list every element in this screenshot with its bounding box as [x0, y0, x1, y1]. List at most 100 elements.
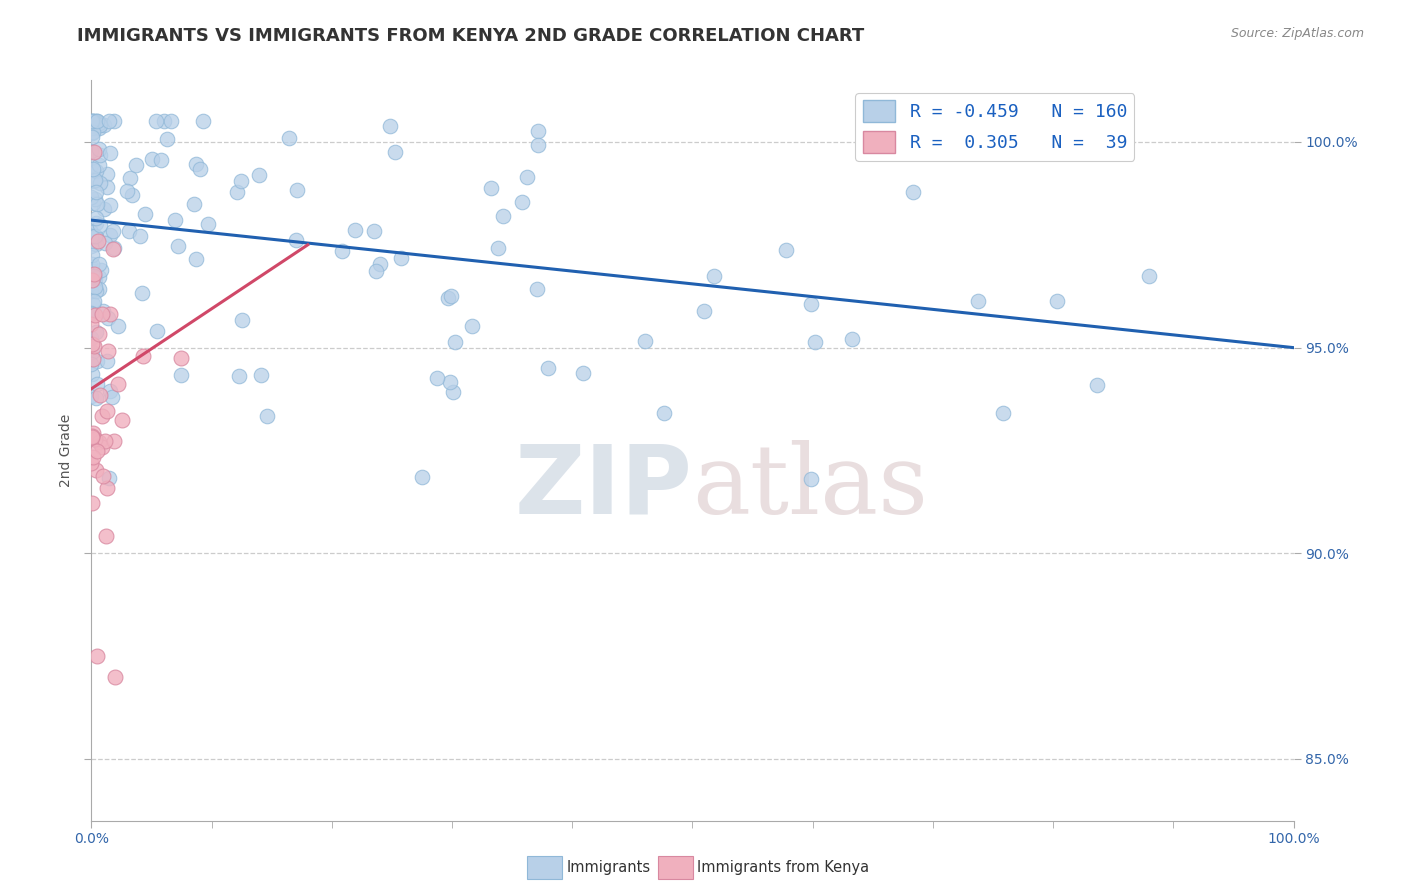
Point	[167, 239, 190, 253]
Point	[966, 294, 988, 309]
Point	[98, 384, 121, 399]
Point	[84, 284, 107, 298]
Point	[510, 194, 533, 209]
Point	[84, 432, 107, 446]
Text: Immigrants from Kenya: Immigrants from Kenya	[697, 861, 869, 875]
Point	[86, 354, 108, 368]
Point	[363, 223, 385, 237]
Point	[439, 375, 461, 389]
Point	[486, 241, 509, 255]
Point	[378, 120, 401, 134]
Point	[186, 252, 208, 267]
Point	[191, 114, 214, 128]
Point	[1085, 378, 1108, 392]
Point	[134, 207, 156, 221]
Point	[527, 124, 550, 138]
Point	[80, 225, 103, 239]
Point	[87, 269, 110, 284]
Point	[89, 118, 111, 132]
Point	[80, 345, 103, 359]
Point	[91, 303, 114, 318]
Point	[87, 257, 110, 271]
Point	[80, 114, 103, 128]
Point	[152, 114, 174, 128]
Point	[479, 180, 502, 194]
Point	[98, 227, 121, 242]
Point	[80, 257, 103, 271]
Point	[121, 188, 143, 202]
Point	[86, 649, 108, 664]
Point	[80, 456, 103, 470]
Point	[249, 368, 271, 383]
Point	[80, 114, 103, 128]
Point	[84, 230, 107, 244]
Point	[89, 388, 111, 402]
Point	[90, 409, 112, 423]
Point	[634, 334, 657, 348]
Point	[96, 180, 118, 194]
Point	[87, 142, 110, 156]
Point	[440, 289, 463, 303]
Point	[83, 267, 105, 281]
Point	[231, 312, 253, 326]
Point	[107, 319, 129, 334]
Point	[101, 242, 124, 256]
Point	[256, 409, 278, 423]
Point	[87, 434, 110, 449]
Point	[118, 224, 141, 238]
Point	[82, 125, 104, 139]
Point	[330, 244, 353, 258]
Point	[163, 212, 186, 227]
Point	[97, 471, 120, 485]
Point	[94, 236, 117, 251]
Point	[98, 114, 121, 128]
Point	[80, 260, 103, 274]
Point	[82, 248, 104, 262]
Point	[98, 198, 121, 212]
Point	[86, 114, 108, 128]
Text: Immigrants: Immigrants	[567, 861, 651, 875]
Point	[82, 367, 104, 381]
Point	[80, 336, 103, 351]
Point	[96, 310, 118, 325]
Point	[800, 297, 823, 311]
Point	[87, 116, 110, 130]
Point	[170, 351, 193, 366]
Point	[184, 157, 207, 171]
Point	[384, 145, 406, 160]
Point	[156, 132, 179, 146]
Point	[652, 406, 675, 420]
Point	[86, 444, 108, 458]
Point	[96, 167, 118, 181]
Point	[146, 324, 169, 338]
Point	[80, 317, 103, 331]
Point	[461, 318, 484, 333]
Point	[86, 234, 108, 248]
Point	[84, 211, 107, 225]
Point	[82, 114, 104, 128]
Point	[366, 264, 388, 278]
Point	[526, 282, 548, 296]
Point	[90, 307, 112, 321]
Point	[103, 114, 125, 128]
Point	[84, 462, 107, 476]
Point	[170, 368, 193, 382]
Point	[83, 293, 105, 308]
Point	[80, 331, 103, 345]
Point	[96, 529, 118, 543]
Text: Source: ZipAtlas.com: Source: ZipAtlas.com	[1230, 27, 1364, 40]
Point	[80, 357, 103, 371]
Point	[82, 450, 104, 464]
Point	[93, 202, 115, 216]
Point	[226, 185, 249, 199]
Point	[83, 229, 105, 244]
Point	[96, 481, 118, 495]
Point	[89, 327, 111, 342]
Point	[80, 306, 103, 320]
Point	[82, 430, 104, 444]
Point	[197, 217, 219, 231]
Point	[82, 129, 104, 144]
Point	[80, 284, 103, 298]
Point	[1046, 293, 1069, 308]
Point	[87, 158, 110, 172]
